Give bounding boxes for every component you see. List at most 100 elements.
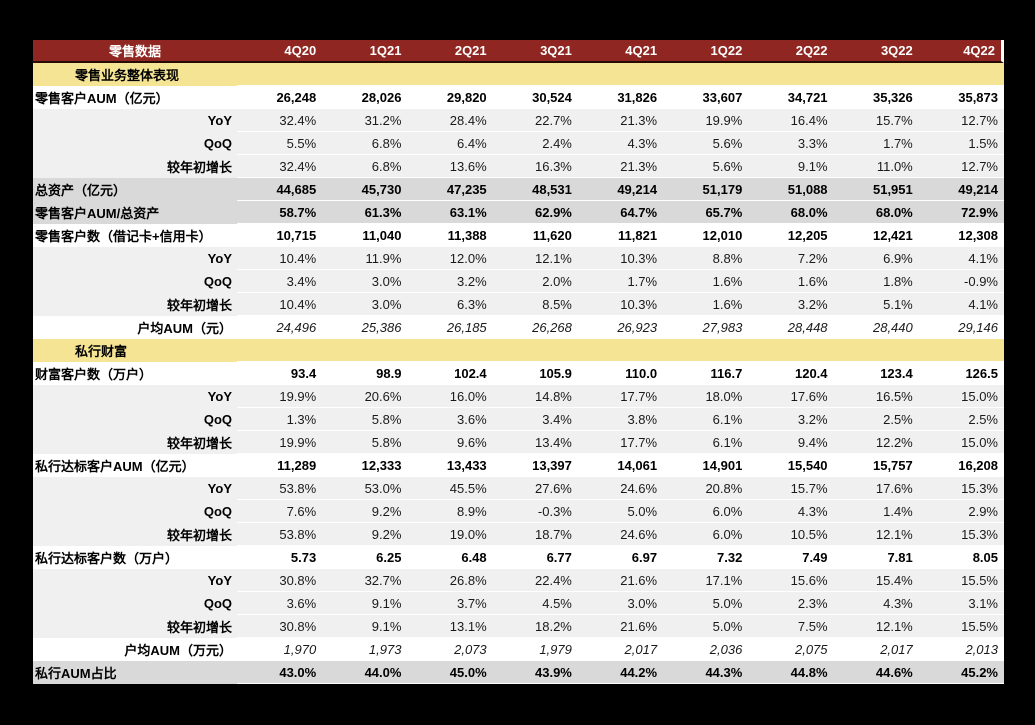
cell: 3.0% bbox=[322, 293, 408, 316]
cell: 10.4% bbox=[237, 247, 323, 270]
cell: 12.1% bbox=[492, 247, 578, 270]
cell: 2,013 bbox=[918, 638, 1004, 661]
cell bbox=[663, 339, 749, 362]
cell: 12.7% bbox=[918, 109, 1004, 132]
row-label: 较年初增长 bbox=[33, 431, 237, 454]
cell: 20.6% bbox=[322, 385, 408, 408]
row-label: 零售客户AUM（亿元） bbox=[33, 86, 237, 109]
cell: 45,730 bbox=[322, 178, 408, 201]
cell: 48,531 bbox=[492, 178, 578, 201]
cell: 2.5% bbox=[833, 408, 919, 431]
row-label: 较年初增长 bbox=[33, 155, 237, 178]
cell: 98.9 bbox=[322, 362, 408, 385]
cell: 1.3% bbox=[237, 408, 323, 431]
table-row: YoY 32.4% 31.2% 28.4% 22.7% 21.3% 19.9% 16.4% 15… bbox=[33, 109, 1004, 132]
cell: 3.2% bbox=[748, 293, 834, 316]
cell: 4.5% bbox=[492, 592, 578, 615]
cell: 21.6% bbox=[577, 615, 664, 638]
cell: 35,326 bbox=[833, 86, 919, 109]
cell: 5.5% bbox=[237, 132, 323, 155]
cell bbox=[322, 63, 408, 86]
cell: 28,440 bbox=[833, 316, 919, 339]
table-row: YoY 19.9% 20.6% 16.0% 14.8% 17.7% 18.0% 17.6% 16… bbox=[33, 385, 1004, 408]
cell: 51,951 bbox=[833, 178, 919, 201]
cell: 1.7% bbox=[833, 132, 919, 155]
cell: 68.0% bbox=[833, 201, 919, 224]
cell: 15.6% bbox=[748, 569, 834, 592]
cell: -0.9% bbox=[918, 270, 1004, 293]
cell: 2.0% bbox=[492, 270, 578, 293]
cell: 9.2% bbox=[322, 500, 408, 523]
cell: 12.1% bbox=[833, 523, 919, 546]
cell: 21.3% bbox=[577, 109, 664, 132]
cell: 29,146 bbox=[918, 316, 1004, 339]
cell: 11.0% bbox=[833, 155, 919, 178]
cell: 1.6% bbox=[663, 293, 749, 316]
cell: 15,540 bbox=[748, 454, 834, 477]
cell: -0.3% bbox=[492, 500, 578, 523]
cell: 53.0% bbox=[322, 477, 408, 500]
row-label: 总资产（亿元） bbox=[33, 178, 237, 201]
cell: 28,448 bbox=[748, 316, 834, 339]
cell: 4.3% bbox=[833, 592, 919, 615]
cell: 6.97 bbox=[577, 546, 664, 569]
cell: 18.0% bbox=[663, 385, 749, 408]
cell bbox=[237, 339, 323, 362]
cell: 15.0% bbox=[918, 431, 1004, 454]
column-header-1Q22: 1Q22 bbox=[663, 40, 749, 63]
cell: 22.7% bbox=[492, 109, 578, 132]
cell: 6.8% bbox=[322, 132, 408, 155]
cell: 31,826 bbox=[577, 86, 664, 109]
cell: 9.6% bbox=[407, 431, 493, 454]
cell: 10,715 bbox=[237, 224, 323, 247]
cell: 110.0 bbox=[577, 362, 664, 385]
cell: 27,983 bbox=[663, 316, 749, 339]
row-label: QoQ bbox=[33, 592, 237, 615]
cell: 7.2% bbox=[748, 247, 834, 270]
row-label: 私行达标客户AUM（亿元） bbox=[33, 454, 237, 477]
cell: 10.4% bbox=[237, 293, 323, 316]
cell: 18.7% bbox=[492, 523, 578, 546]
cell: 1.5% bbox=[918, 132, 1004, 155]
column-header-2Q21: 2Q21 bbox=[407, 40, 493, 63]
cell: 8.5% bbox=[492, 293, 578, 316]
cell: 7.81 bbox=[833, 546, 919, 569]
cell: 53.8% bbox=[237, 523, 323, 546]
cell: 10.5% bbox=[748, 523, 834, 546]
cell: 6.77 bbox=[492, 546, 578, 569]
cell bbox=[833, 339, 919, 362]
row-label: 私行财富 bbox=[33, 339, 237, 362]
cell: 49,214 bbox=[577, 178, 664, 201]
cell: 58.7% bbox=[237, 201, 323, 224]
cell bbox=[237, 63, 323, 86]
cell: 13,397 bbox=[492, 454, 578, 477]
cell: 26,185 bbox=[407, 316, 493, 339]
cell: 62.9% bbox=[492, 201, 578, 224]
row-label: 财富客户数（万户） bbox=[33, 362, 237, 385]
table-row: 较年初增长 10.4% 3.0% 6.3% 8.5% 10.3% 1.6% 3.2% 5.1% 4… bbox=[33, 293, 1004, 316]
cell: 3.4% bbox=[492, 408, 578, 431]
cell: 6.3% bbox=[407, 293, 493, 316]
cell: 26,268 bbox=[492, 316, 578, 339]
table-row: 私行AUM占比 43.0% 44.0% 45.0% 43.9% 44.2% 44.3% 44.… bbox=[33, 661, 1004, 684]
table-row: 私行达标客户AUM（亿元） 11,289 12,333 13,433 13,397 14,… bbox=[33, 454, 1004, 477]
cell: 64.7% bbox=[577, 201, 664, 224]
cell bbox=[918, 63, 1004, 86]
cell: 26.8% bbox=[407, 569, 493, 592]
cell: 44.3% bbox=[663, 661, 749, 684]
cell: 3.3% bbox=[748, 132, 834, 155]
table-row: 较年初增长 30.8% 9.1% 13.1% 18.2% 21.6% 5.0% 7.5% 12.… bbox=[33, 615, 1004, 638]
table-row: 零售客户AUM（亿元） 26,248 28,026 29,820 30,524 31,82… bbox=[33, 86, 1004, 109]
cell: 19.0% bbox=[407, 523, 493, 546]
column-header-2Q22: 2Q22 bbox=[748, 40, 834, 63]
table-row: 零售客户数（借记卡+信用卡） 10,715 11,040 11,388 11,620 11… bbox=[33, 224, 1004, 247]
cell: 24.6% bbox=[577, 477, 664, 500]
cell: 16.5% bbox=[833, 385, 919, 408]
cell: 43.0% bbox=[237, 661, 323, 684]
row-label: 私行AUM占比 bbox=[33, 661, 237, 684]
cell: 10.3% bbox=[577, 293, 664, 316]
cell bbox=[918, 339, 1004, 362]
cell: 5.0% bbox=[577, 500, 664, 523]
cell: 6.0% bbox=[663, 523, 749, 546]
